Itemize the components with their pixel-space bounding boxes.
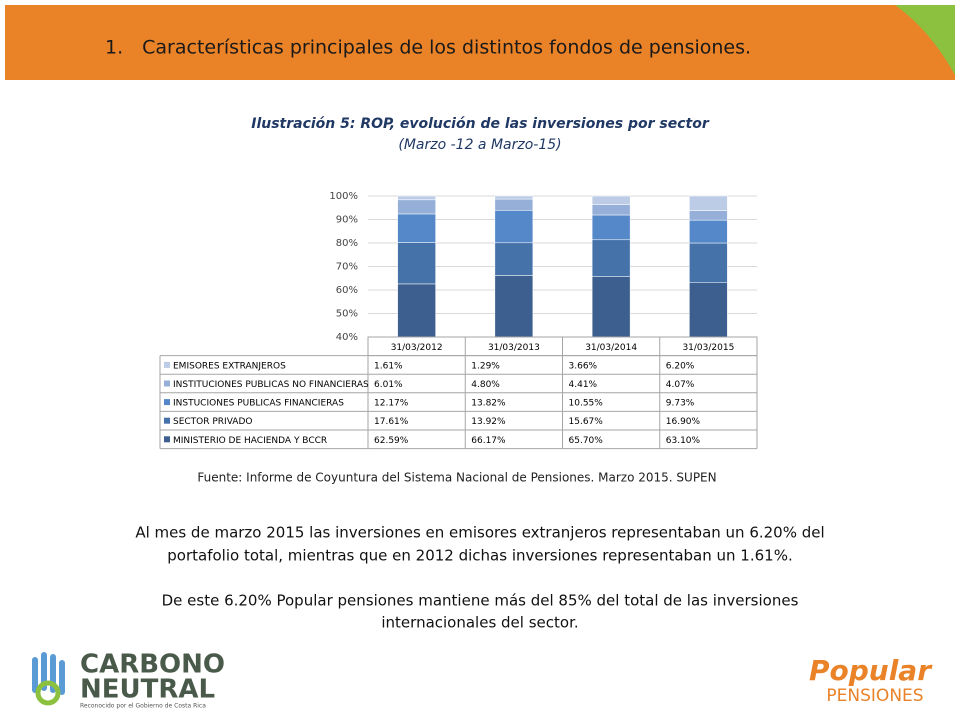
bar-segment: [689, 282, 728, 338]
bar-segment: [494, 275, 534, 338]
bar-segment: [689, 195, 728, 211]
data-label: 4.80%: [471, 380, 500, 390]
x-tick-label: 31/03/2015: [682, 343, 734, 353]
legend-swatch: [164, 380, 170, 387]
bar-segment: [591, 239, 631, 277]
x-tick-label: 31/03/2014: [585, 343, 637, 353]
bar-segment: [397, 199, 436, 215]
bar-segment: [397, 242, 436, 285]
data-label: 12.17%: [374, 399, 409, 409]
header-corner: [895, 5, 955, 75]
data-label: 62.59%: [374, 436, 409, 446]
popular-logo: Popular PENSIONES: [809, 654, 933, 706]
bar-segment: [689, 210, 728, 221]
data-label: 3.66%: [569, 361, 598, 371]
logo-text: Reconocido por el Gobierno de Costa Rica: [80, 703, 206, 710]
bar-segment: [689, 219, 728, 244]
data-label: 15.67%: [569, 417, 604, 427]
bar-segment: [591, 195, 631, 205]
legend-swatch: [164, 399, 170, 406]
chart-subtitle: (Marzo -12 a Marzo-15): [398, 137, 561, 153]
x-tick-label: 31/03/2012: [391, 343, 443, 353]
y-tick-label: 60%: [336, 285, 358, 296]
legend-label: SECTOR PRIVADO: [173, 417, 252, 427]
bar-segment: [494, 198, 534, 211]
data-label: 13.82%: [471, 399, 506, 409]
legend-swatch: [164, 436, 170, 443]
data-label: 65.70%: [569, 436, 604, 446]
legend-label: EMISORES EXTRANJEROS: [173, 361, 286, 371]
y-tick-label: 100%: [329, 191, 358, 202]
bar-segment: [397, 283, 436, 338]
data-label: 4.07%: [666, 380, 695, 390]
data-label: 63.10%: [666, 436, 701, 446]
source: Fuente: Informe de Coyuntura del Sistema…: [197, 471, 716, 485]
hand-icon: [32, 652, 65, 695]
legend-swatch: [164, 361, 170, 368]
data-label: 66.17%: [471, 436, 506, 446]
logo-text: PENSIONES: [826, 686, 923, 706]
legend-label: INSTITUCIONES PUBLICAS NO FINANCIERAS: [173, 380, 369, 390]
body-line: portafolio total, mientras que en 2012 d…: [167, 547, 792, 565]
bar-segment: [591, 204, 631, 216]
logo-text: Popular: [809, 654, 933, 687]
legend-label: INSTUCIONES PUBLICAS FINANCIERAS: [173, 399, 344, 409]
bar-segment: [591, 276, 631, 338]
chart-title: Ilustración 5: ROP, evolución de las inv…: [251, 116, 710, 132]
bar-segment: [494, 210, 534, 244]
y-tick-label: 80%: [336, 238, 358, 249]
bar-segment: [494, 195, 534, 200]
data-label: 10.55%: [569, 399, 604, 409]
legend-label: MINISTERIO DE HACIENDA Y BCCR: [173, 436, 327, 446]
data-label: 13.92%: [471, 417, 506, 427]
data-label: 16.90%: [666, 417, 701, 427]
data-label: 6.01%: [374, 380, 403, 390]
bar-segment: [591, 214, 631, 241]
y-tick-label: 90%: [336, 215, 358, 226]
data-label: 1.29%: [471, 361, 500, 371]
c-icon: [35, 680, 61, 706]
data-label: 4.41%: [569, 380, 598, 390]
body-line: Al mes de marzo 2015 las inversiones en …: [135, 524, 824, 542]
header-title: 1. Características principales de los di…: [105, 37, 751, 59]
bar-segment: [494, 242, 534, 276]
bar-segment: [689, 242, 728, 283]
body-line: De este 6.20% Popular pensiones mantiene…: [162, 592, 799, 610]
bar-segment: [397, 213, 436, 243]
carbono-logo: CARBONO NEUTRAL Reconocido por el Gobier…: [32, 650, 225, 710]
data-label: 9.73%: [666, 399, 695, 409]
legend-swatch: [164, 417, 170, 424]
data-label: 1.61%: [374, 361, 403, 371]
data-label: 17.61%: [374, 417, 409, 427]
x-tick-label: 31/03/2013: [488, 343, 540, 353]
bar-segment: [397, 195, 436, 201]
logo-text: CARBONO: [80, 650, 225, 680]
body-line: internacionales del sector.: [381, 614, 578, 632]
y-tick-label: 70%: [336, 262, 358, 273]
data-label: 6.20%: [666, 361, 695, 371]
header-bar: [5, 5, 955, 80]
logo-text: NEUTRAL: [80, 675, 215, 705]
y-tick-label: 50%: [336, 309, 358, 320]
y-tick-label: 40%: [336, 332, 358, 343]
